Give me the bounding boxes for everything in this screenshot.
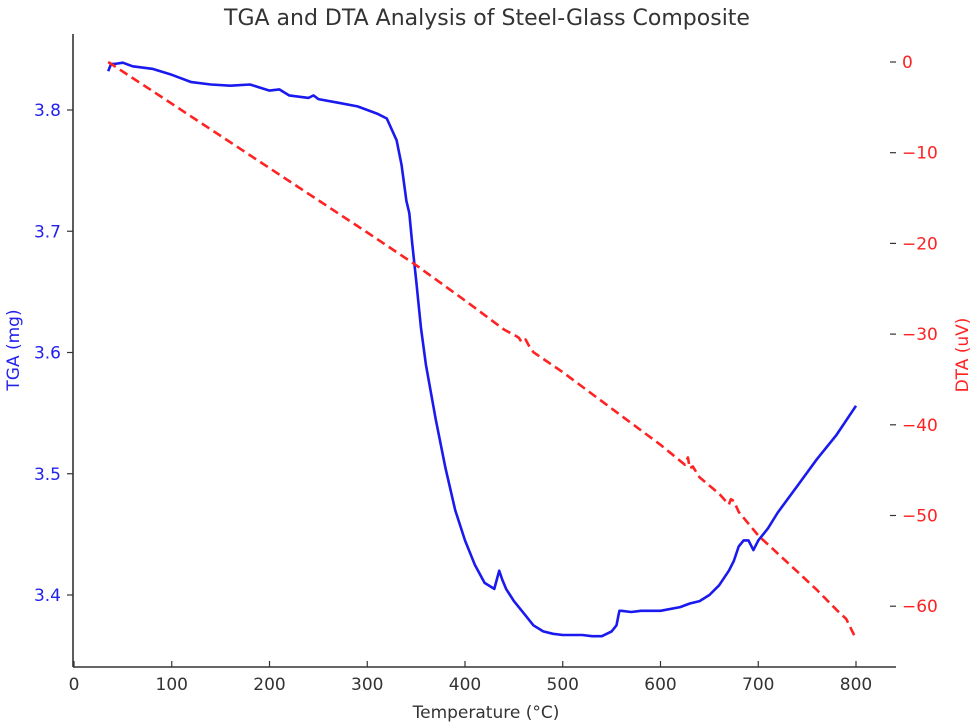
plot-area <box>106 60 858 640</box>
y2-tick-label: −60 <box>902 597 938 617</box>
right-y-axis-label: DTA (uV) <box>953 318 973 393</box>
y2-tick-label: −20 <box>902 234 938 254</box>
y2-tick-label: −50 <box>902 507 938 527</box>
left-y-axis-label: TGA (mg) <box>4 309 24 391</box>
y2-tick-label: 0 <box>902 53 913 73</box>
y-tick-label: 3.5 <box>34 465 61 485</box>
y-tick-label: 3.6 <box>34 344 61 364</box>
x-tick-label: 200 <box>253 675 285 695</box>
y2-tick-label: −30 <box>902 325 938 345</box>
tga-series-line <box>106 61 858 638</box>
y2-tick-label: −10 <box>902 144 938 164</box>
y-tick-label: 3.4 <box>34 586 61 606</box>
x-tick-label: 400 <box>449 675 481 695</box>
x-tick-label: 600 <box>644 675 676 695</box>
x-tick-label: 0 <box>69 675 80 695</box>
right-y-axis-ticks: 0 −10 −20 −30 −40 −50 −60 <box>890 53 938 617</box>
x-tick-label: 100 <box>156 675 188 695</box>
x-tick-label: 500 <box>547 675 579 695</box>
chart-title: TGA and DTA Analysis of Steel-Glass Comp… <box>223 6 750 31</box>
y-tick-label: 3.7 <box>34 222 61 242</box>
y2-tick-label: −40 <box>902 416 938 436</box>
x-tick-label: 300 <box>351 675 383 695</box>
x-axis-label: Temperature (°C) <box>412 703 560 723</box>
dta-series-line <box>107 60 858 640</box>
x-tick-label: 800 <box>840 675 872 695</box>
y-tick-label: 3.8 <box>34 101 61 121</box>
left-y-axis-ticks: 3.4 3.5 3.6 3.7 3.8 <box>34 101 73 606</box>
x-axis-ticks: 0 100 200 300 400 500 600 700 800 <box>69 661 872 695</box>
x-tick-label: 700 <box>742 675 774 695</box>
